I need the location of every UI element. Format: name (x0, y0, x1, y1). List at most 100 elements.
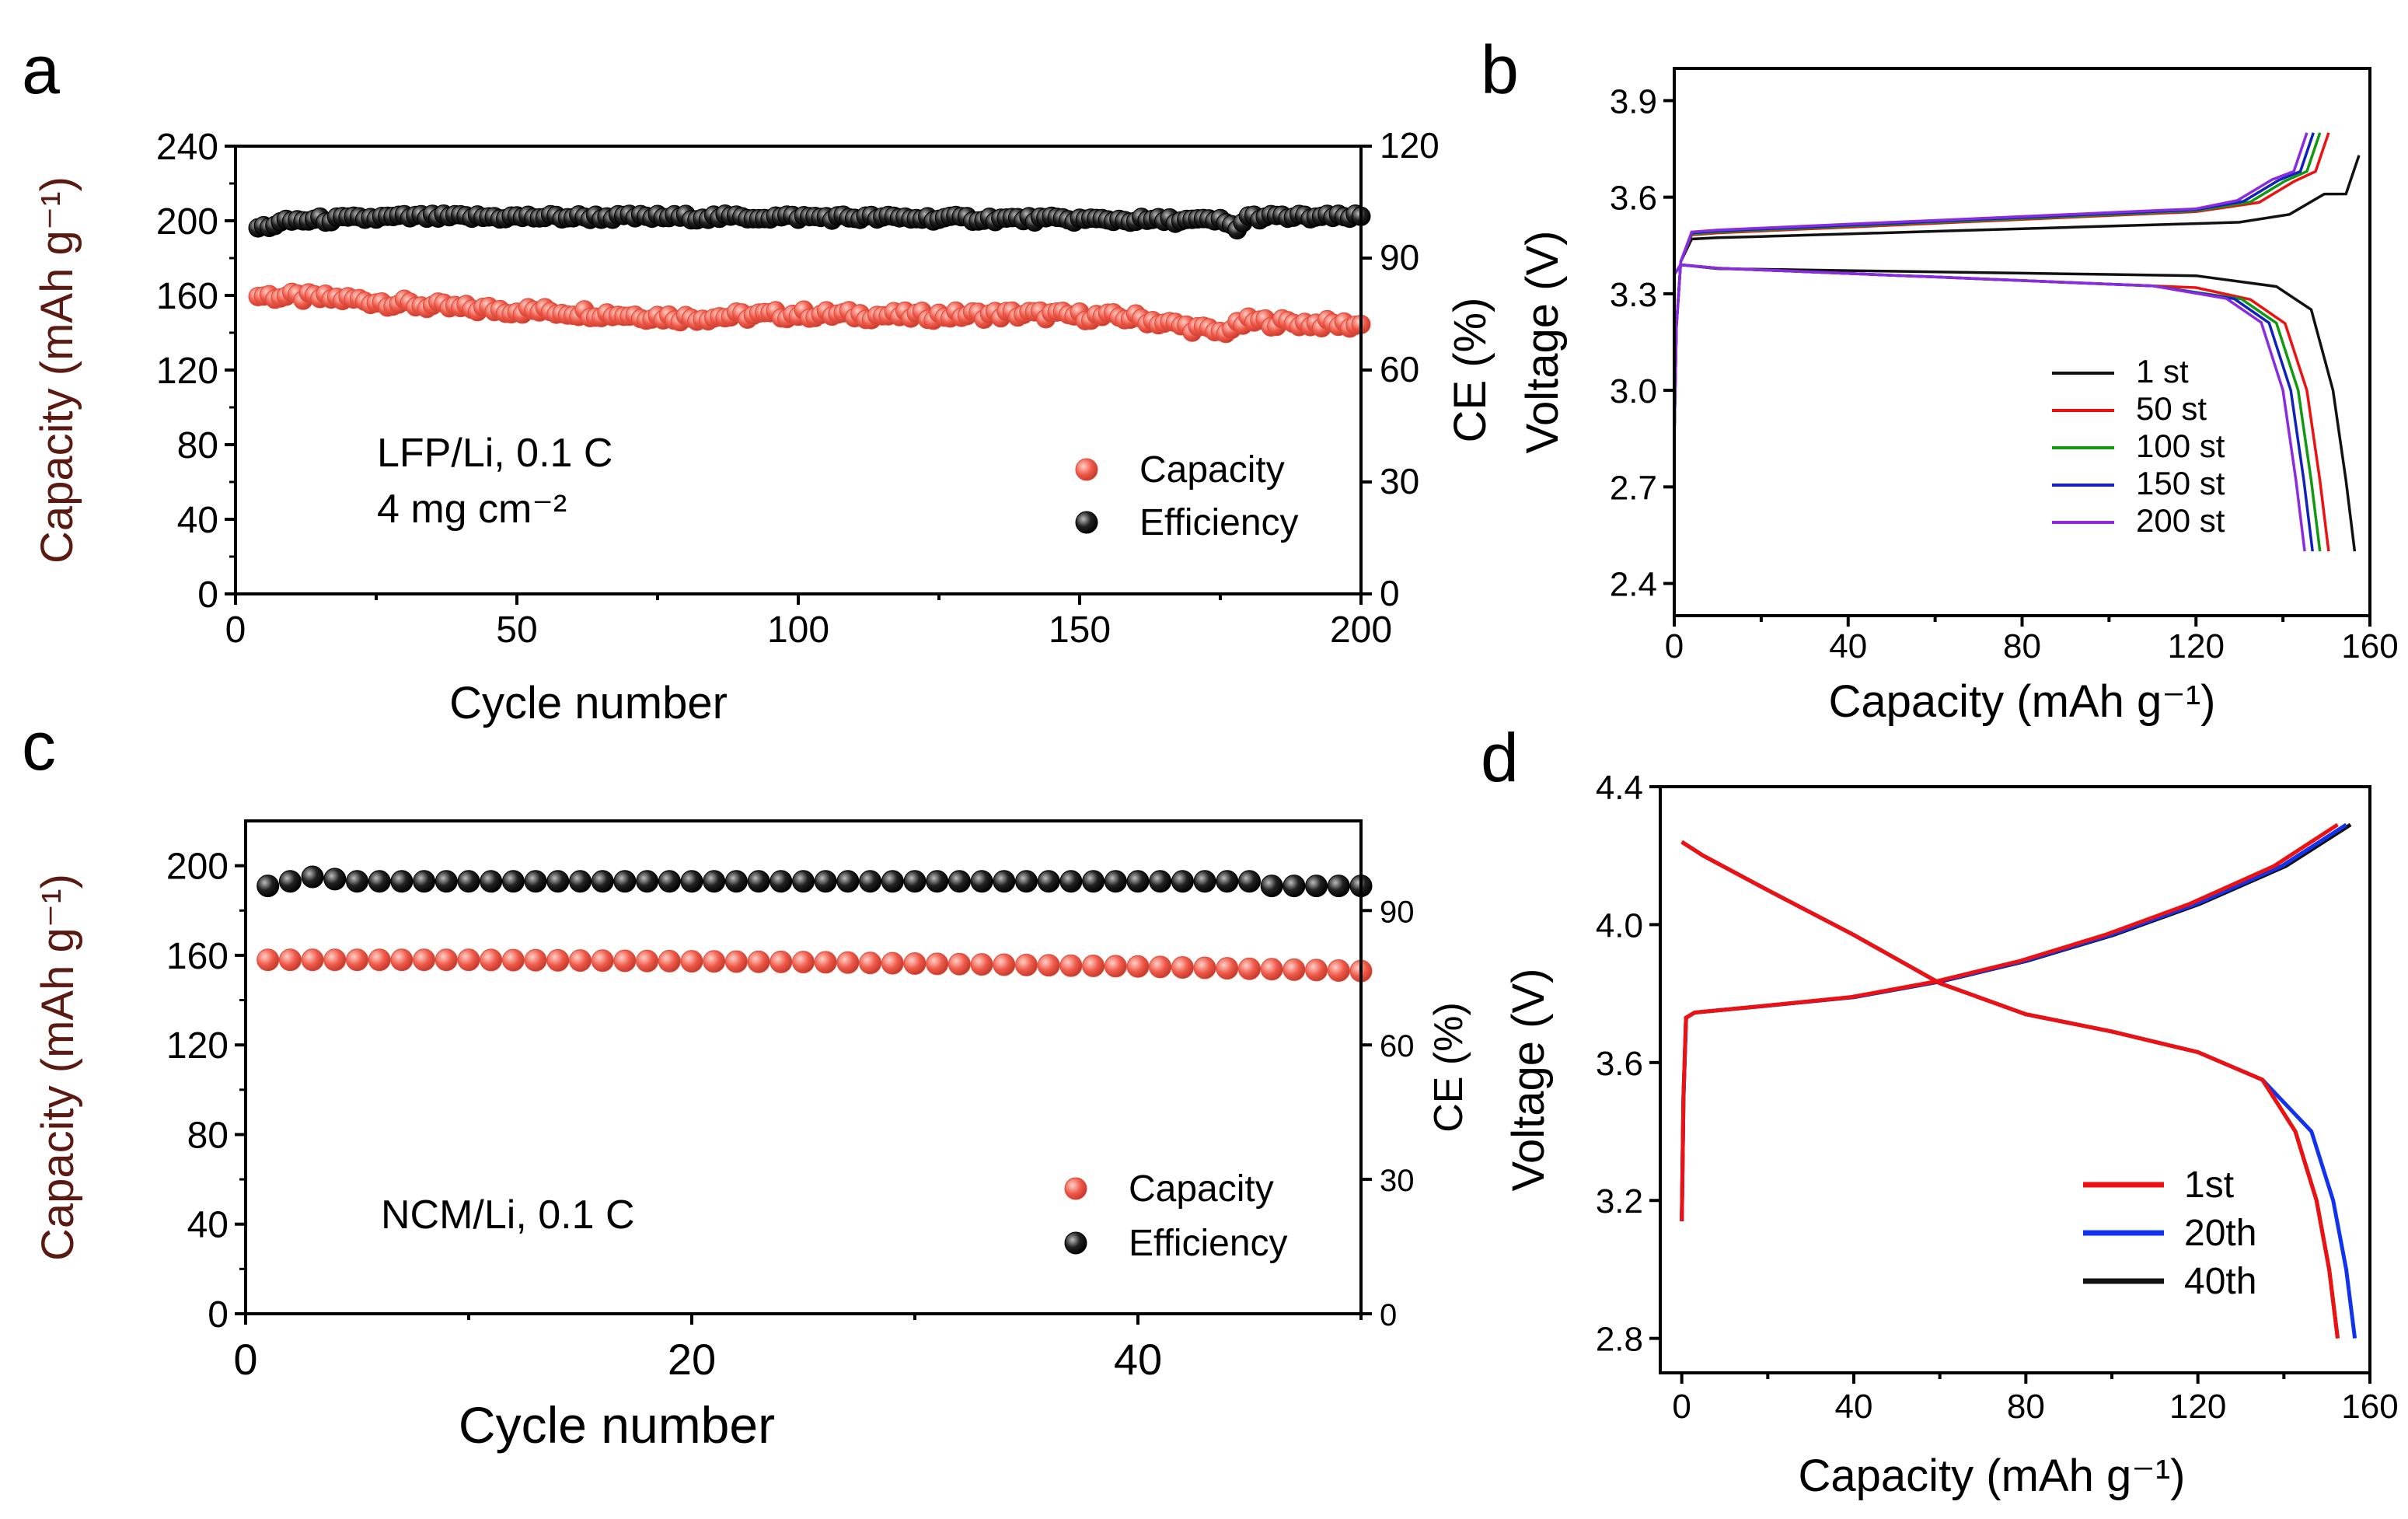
capacity-point (680, 950, 703, 973)
y2-tick-label: 30 (1380, 461, 1419, 501)
y-tick-label: 40 (177, 500, 218, 541)
legend-marker-capacity (1075, 458, 1098, 481)
efficiency-point (480, 870, 503, 893)
capacity-point (926, 952, 949, 976)
panel-letter-a: a (22, 31, 60, 108)
efficiency-point (836, 870, 860, 893)
legend-marker-efficiency (1075, 511, 1098, 534)
y-tick-label: 40 (187, 1205, 229, 1246)
efficiency-point (947, 870, 971, 893)
capacity-point (1104, 955, 1127, 978)
efficiency-point (1037, 870, 1060, 893)
capacity-point (881, 952, 904, 975)
x-tick-label: 100 (767, 609, 829, 651)
panel-b: b 2.4 2.7 3.0 3.3 3.6 3.9 0 40 80 120 160 Capacity (… (1481, 31, 2399, 727)
charge-curve-1st (1680, 822, 2339, 1221)
charge-curve-100st (1673, 132, 2322, 439)
x-tick-label: 40 (1829, 627, 1867, 665)
efficiency-point (970, 870, 993, 893)
efficiency-point (1283, 875, 1306, 898)
efficiency-point (524, 870, 547, 893)
efficiency-point (323, 868, 347, 891)
plot-frame-c (244, 819, 1363, 1315)
efficiency-point (1015, 870, 1038, 893)
x-tick-label: 200 (1330, 609, 1392, 651)
discharge-curve-50st (1673, 263, 2330, 552)
y-tick-label: 0 (208, 1294, 229, 1336)
legend-label-capacity: Capacity (1129, 1168, 1274, 1210)
efficiency-point (613, 870, 637, 893)
capacity-point (947, 952, 971, 976)
legend-label-efficiency: Efficiency (1139, 502, 1299, 543)
capacity-point (278, 948, 302, 972)
x-tick-label: 120 (2169, 1388, 2226, 1426)
capacity-point (501, 948, 525, 972)
capacity-point (524, 948, 547, 972)
panel-c: c 0 40 80 120 160 200 0 30 60 90 0 20 40 Cycle number C… (22, 707, 1471, 1454)
x-tick-label: 20 (668, 1335, 716, 1384)
x-tick-label: 50 (496, 609, 537, 651)
y-tick-label: 3.9 (1610, 82, 1657, 120)
x-tick-label: 120 (2168, 627, 2225, 665)
capacity-point (993, 953, 1016, 976)
capacity-point (1171, 956, 1194, 979)
efficiency-point (903, 870, 927, 893)
capacity-point (1327, 959, 1350, 982)
panel-a: a 0 40 80 120 160 200 240 0 30 60 90 120 0 50 100 150 200… (22, 31, 1495, 728)
legend-marker-capacity (1064, 1177, 1087, 1200)
capacity-point (390, 948, 414, 972)
y2-tick-label: 90 (1380, 895, 1415, 929)
y-tick-label: 4.0 (1596, 906, 1643, 945)
efficiency-point (546, 870, 570, 893)
x-axis-title: Cycle number (449, 678, 728, 728)
capacity-point (859, 952, 882, 975)
y2-axis-title: CE (%) (1445, 298, 1495, 443)
charge-curve-150st (1673, 132, 2315, 439)
efficiency-point (1126, 870, 1150, 893)
legend-label-20th: 20th (2184, 1213, 2256, 1254)
y2-tick-label: 30 (1380, 1164, 1415, 1198)
x-axis-title: Cycle number (459, 1396, 775, 1454)
efficiency-point (703, 870, 726, 893)
y2-tick-label: 0 (1380, 573, 1400, 613)
capacity-point (1082, 955, 1105, 977)
legend-label-efficiency: Efficiency (1129, 1223, 1288, 1264)
y-tick-label: 80 (177, 425, 218, 466)
capacity-point (836, 951, 860, 974)
charge-curve-50st (1673, 132, 2330, 439)
panel-letter-d: d (1481, 719, 1519, 796)
y-tick-label: 0 (197, 574, 218, 616)
x-tick-label: 0 (233, 1335, 257, 1384)
y-tick-label: 80 (187, 1115, 229, 1156)
panel-letter-c: c (22, 707, 56, 784)
legend-marker-efficiency (1064, 1231, 1087, 1255)
efficiency-point (390, 870, 414, 893)
efficiency-point (1149, 870, 1172, 893)
efficiency-point (747, 870, 770, 893)
y-tick-label: 240 (156, 127, 218, 168)
y-axis-title: Voltage (V) (1517, 231, 1568, 454)
capacity-point (1015, 953, 1038, 976)
efficiency-point (1082, 870, 1105, 893)
efficiency-point (658, 870, 681, 893)
capacity-point (434, 948, 458, 972)
capacity-point (747, 950, 770, 973)
annotation: LFP/Li, 0.1 C (377, 431, 612, 476)
capacity-point (658, 949, 681, 973)
y-tick-label: 160 (156, 276, 218, 317)
efficiency-point (257, 875, 280, 898)
capacity-point (1193, 956, 1216, 979)
capacity-point (814, 951, 837, 974)
efficiency-point (591, 870, 614, 893)
efficiency-point (301, 865, 324, 889)
efficiency-point (1059, 870, 1083, 893)
efficiency-point (859, 870, 882, 893)
efficiency-point (368, 870, 391, 893)
efficiency-point (1193, 870, 1216, 893)
x-tick-label: 150 (1049, 609, 1111, 651)
y2-tick-label: 120 (1380, 125, 1440, 166)
efficiency-point (346, 870, 368, 893)
y-axis-title: Capacity (mAh g⁻¹) (33, 874, 83, 1261)
efficiency-point (993, 870, 1016, 893)
y-tick-label: 200 (166, 847, 229, 888)
